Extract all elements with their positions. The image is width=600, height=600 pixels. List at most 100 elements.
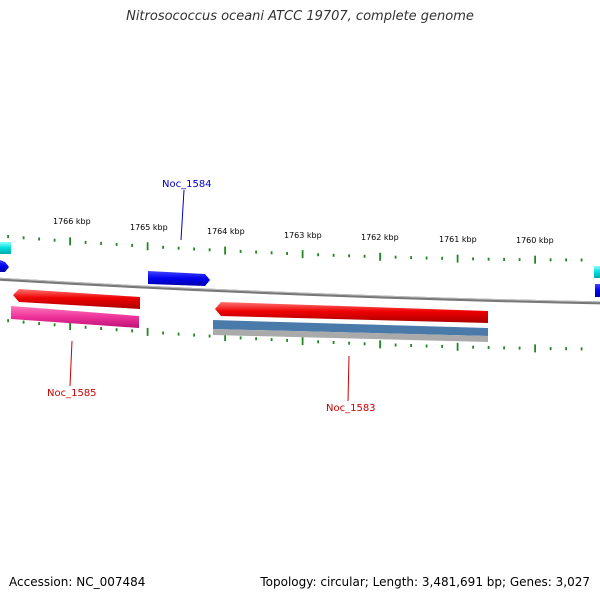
inner-tick-minor-8 [131, 329, 133, 333]
outer-tick-minor-31 [487, 257, 490, 261]
inner-tick-minor-0 [7, 319, 9, 323]
page-title: Nitrosococcus oceani ATCC 19707, complet… [126, 9, 474, 24]
outer-tick-major-29 [456, 254, 459, 263]
inner-tick-minor-2 [38, 322, 40, 325]
outer-tick-minor-3 [53, 238, 56, 242]
outer-tick-minor-26 [410, 256, 412, 260]
noc-1584-leader [180, 189, 185, 241]
inner-tick-minor-36 [565, 347, 567, 351]
inner-tick-major-34 [534, 344, 536, 353]
outer-tick-major-19 [301, 250, 304, 259]
outer-tick-minor-15 [239, 249, 242, 253]
outer-tick-minor-21 [332, 253, 335, 257]
inner-tick-minor-10 [162, 331, 164, 335]
inner-tick-minor-25 [394, 343, 397, 347]
gene-noc-1585-feature[interactable] [11, 306, 139, 328]
outer-tick-minor-11 [177, 246, 180, 250]
inner-tick-minor-12 [193, 333, 195, 337]
inner-tick-minor-7 [115, 328, 118, 332]
outer-tick-major-4 [69, 237, 71, 246]
outer-tick-minor-32 [503, 257, 505, 261]
inner-tick-major-9 [146, 327, 149, 336]
gene-label-noc-1583[interactable]: Noc_1583 [326, 403, 376, 414]
outer-tick-minor-36 [565, 258, 567, 262]
inner-tick-major-24 [379, 340, 381, 349]
outer-tick-major-24 [379, 252, 381, 261]
noc-1585-leader [69, 340, 73, 387]
outer-tick-minor-28 [441, 256, 443, 260]
inner-tick-minor-13 [208, 334, 211, 338]
scale-label-1762: 1762 kbp [361, 233, 399, 242]
outer-scale-ticks [7, 235, 583, 264]
outer-tick-minor-1 [22, 236, 25, 240]
inner-tick-minor-26 [410, 344, 412, 347]
inner-tick-major-14 [224, 333, 226, 341]
inner-tick-minor-20 [317, 340, 319, 344]
edge-feature-left-blue[interactable] [0, 260, 9, 272]
inner-tick-minor-28 [441, 344, 443, 348]
outer-tick-minor-5 [84, 240, 87, 244]
outer-tick-minor-18 [286, 252, 288, 255]
outer-tick-minor-10 [162, 245, 164, 249]
outer-tick-minor-16 [255, 250, 257, 254]
genome-summary: Topology: circular; Length: 3,481,691 bp… [260, 575, 590, 589]
inner-tick-minor-3 [53, 323, 56, 327]
edge-feature-right-blue[interactable] [595, 284, 600, 297]
edge-feature-left-cyan[interactable] [0, 242, 11, 254]
inner-tick-minor-32 [503, 346, 505, 350]
scale-label-1764: 1764 kbp [207, 227, 245, 236]
inner-tick-minor-35 [549, 347, 552, 351]
outer-tick-minor-30 [472, 257, 474, 261]
inner-tick-minor-37 [580, 347, 583, 351]
gene-noc-1584-arrow[interactable] [148, 271, 210, 286]
gene-noc-1583-arrow[interactable] [215, 302, 488, 323]
gene-noc-1583-feature[interactable] [213, 320, 488, 336]
inner-tick-minor-5 [84, 325, 87, 329]
inner-tick-major-19 [301, 337, 304, 346]
inner-tick-minor-21 [332, 341, 335, 344]
outer-tick-minor-13 [208, 248, 211, 252]
gene-noc-1585-arrow[interactable] [13, 289, 140, 309]
genome-backbone [0, 277, 600, 305]
inner-tick-minor-33 [518, 346, 521, 350]
outer-tick-minor-6 [100, 241, 102, 245]
inner-tick-major-29 [456, 342, 459, 351]
inner-tick-minor-22 [348, 341, 350, 345]
outer-tick-minor-8 [131, 243, 133, 247]
accession-label: Accession: NC_007484 [9, 575, 146, 589]
outer-tick-minor-17 [270, 251, 273, 255]
inner-tick-minor-18 [286, 338, 288, 342]
outer-tick-minor-7 [115, 242, 118, 246]
gene-label-noc-1585[interactable]: Noc_1585 [47, 388, 97, 399]
outer-tick-minor-12 [193, 247, 195, 251]
inner-tick-minor-17 [270, 338, 273, 342]
scale-label-1766: 1766 kbp [53, 217, 91, 226]
outer-tick-minor-25 [394, 255, 397, 259]
noc-1583-leader [347, 355, 350, 402]
edge-feature-right-cyan[interactable] [594, 266, 600, 278]
gene-label-noc-1584[interactable]: Noc_1584 [162, 179, 212, 190]
inner-scale-ticks [7, 319, 583, 353]
outer-tick-minor-35 [549, 258, 552, 262]
outer-tick-minor-23 [363, 254, 366, 258]
inner-tick-minor-23 [363, 342, 366, 346]
outer-tick-minor-27 [425, 256, 428, 260]
inner-tick-minor-31 [487, 346, 490, 349]
inner-tick-minor-1 [22, 320, 25, 324]
outer-tick-minor-33 [518, 258, 521, 262]
inner-tick-minor-11 [177, 332, 180, 336]
inner-tick-minor-30 [472, 345, 474, 349]
outer-tick-major-34 [534, 255, 536, 264]
outer-tick-minor-20 [317, 253, 319, 257]
genome-backbone-highlight [0, 277, 600, 303]
outer-tick-major-14 [224, 246, 226, 255]
outer-tick-minor-22 [348, 254, 350, 258]
scale-labels: 1766 kbp 1765 kbp 1764 kbp 1763 kbp 1762… [53, 217, 554, 245]
gene-noc-1583-feature-shadow [213, 329, 488, 342]
scale-label-1765: 1765 kbp [130, 223, 168, 232]
inner-tick-minor-27 [425, 344, 428, 348]
scale-label-1761: 1761 kbp [439, 235, 477, 244]
inner-tick-minor-6 [100, 327, 102, 330]
outer-tick-major-9 [146, 242, 149, 251]
